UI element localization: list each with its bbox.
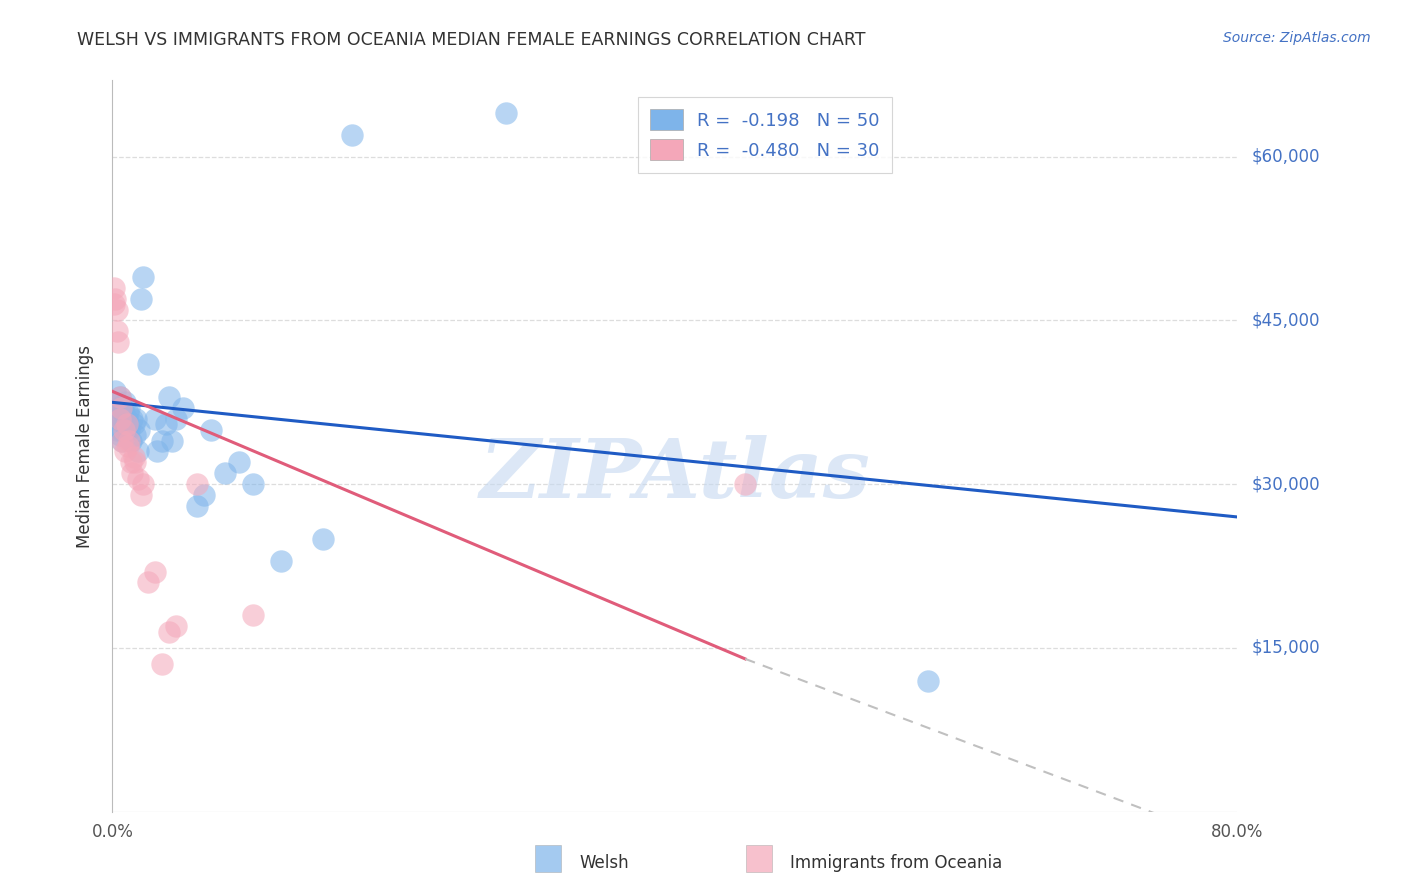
Point: [114, 444, 136, 458]
Point: [165, 411, 187, 425]
Point: [193, 488, 215, 502]
Text: $60,000: $60,000: [1251, 148, 1320, 166]
Text: $45,000: $45,000: [1251, 311, 1320, 329]
Text: $30,000: $30,000: [1251, 475, 1320, 493]
Point: [115, 423, 138, 437]
Point: [115, 417, 138, 432]
Point: [107, 335, 129, 350]
Text: ZIPAtlas: ZIPAtlas: [479, 435, 870, 516]
Point: [105, 324, 128, 338]
Point: [120, 434, 142, 448]
Text: WELSH VS IMMIGRANTS FROM OCEANIA MEDIAN FEMALE EARNINGS CORRELATION CHART: WELSH VS IMMIGRANTS FROM OCEANIA MEDIAN …: [77, 31, 866, 49]
Point: [118, 423, 141, 437]
Point: [114, 411, 136, 425]
Point: [160, 434, 183, 448]
Point: [127, 472, 149, 486]
Point: [122, 450, 145, 464]
Point: [117, 439, 139, 453]
Point: [104, 292, 127, 306]
Point: [103, 281, 125, 295]
Point: [128, 423, 150, 437]
Point: [108, 428, 131, 442]
Point: [734, 477, 756, 491]
Point: [146, 444, 169, 458]
Point: [186, 477, 208, 491]
Point: [917, 673, 939, 688]
Point: [107, 406, 129, 420]
Text: Source: ZipAtlas.com: Source: ZipAtlas.com: [1223, 31, 1371, 45]
Point: [110, 411, 132, 425]
Point: [105, 423, 128, 437]
Point: [111, 401, 134, 415]
Point: [121, 467, 143, 481]
Point: [105, 302, 128, 317]
Point: [155, 417, 177, 432]
Text: $15,000: $15,000: [1251, 639, 1320, 657]
Point: [124, 428, 146, 442]
Point: [112, 406, 135, 420]
Point: [143, 565, 166, 579]
Point: [129, 488, 152, 502]
Point: [104, 384, 127, 399]
Point: [118, 401, 141, 415]
Point: [103, 395, 125, 409]
Point: [136, 575, 159, 590]
Point: [150, 434, 173, 448]
Point: [136, 357, 159, 371]
Point: [103, 297, 125, 311]
Point: [165, 619, 187, 633]
Point: [112, 423, 135, 437]
Point: [111, 434, 134, 448]
Text: Immigrants from Oceania: Immigrants from Oceania: [790, 855, 1002, 872]
Point: [112, 417, 135, 432]
Point: [125, 411, 148, 425]
Point: [157, 390, 180, 404]
Point: [242, 608, 264, 623]
Point: [121, 411, 143, 425]
Legend: R =  -0.198   N = 50, R =  -0.480   N = 30: R = -0.198 N = 50, R = -0.480 N = 30: [637, 96, 893, 173]
Point: [110, 401, 132, 415]
Point: [129, 292, 152, 306]
Point: [108, 390, 131, 404]
Point: [340, 128, 363, 142]
Point: [186, 499, 208, 513]
Point: [157, 624, 180, 639]
Point: [115, 411, 138, 425]
Point: [270, 554, 292, 568]
Point: [105, 401, 128, 415]
Point: [312, 532, 335, 546]
Point: [127, 444, 149, 458]
Point: [110, 423, 132, 437]
Y-axis label: Median Female Earnings: Median Female Earnings: [76, 344, 94, 548]
Point: [124, 455, 146, 469]
Point: [117, 406, 139, 420]
Point: [114, 395, 136, 409]
Point: [228, 455, 250, 469]
Point: [495, 106, 517, 120]
Point: [118, 434, 141, 448]
Point: [214, 467, 236, 481]
Point: [108, 390, 131, 404]
Point: [143, 411, 166, 425]
Point: [108, 411, 131, 425]
Point: [150, 657, 173, 672]
Point: [172, 401, 194, 415]
Point: [104, 411, 127, 425]
Point: [200, 423, 222, 437]
Point: [122, 417, 145, 432]
Point: [111, 434, 134, 448]
Point: [132, 269, 155, 284]
Point: [132, 477, 155, 491]
Text: Welsh: Welsh: [579, 855, 628, 872]
Point: [242, 477, 264, 491]
Point: [120, 455, 142, 469]
